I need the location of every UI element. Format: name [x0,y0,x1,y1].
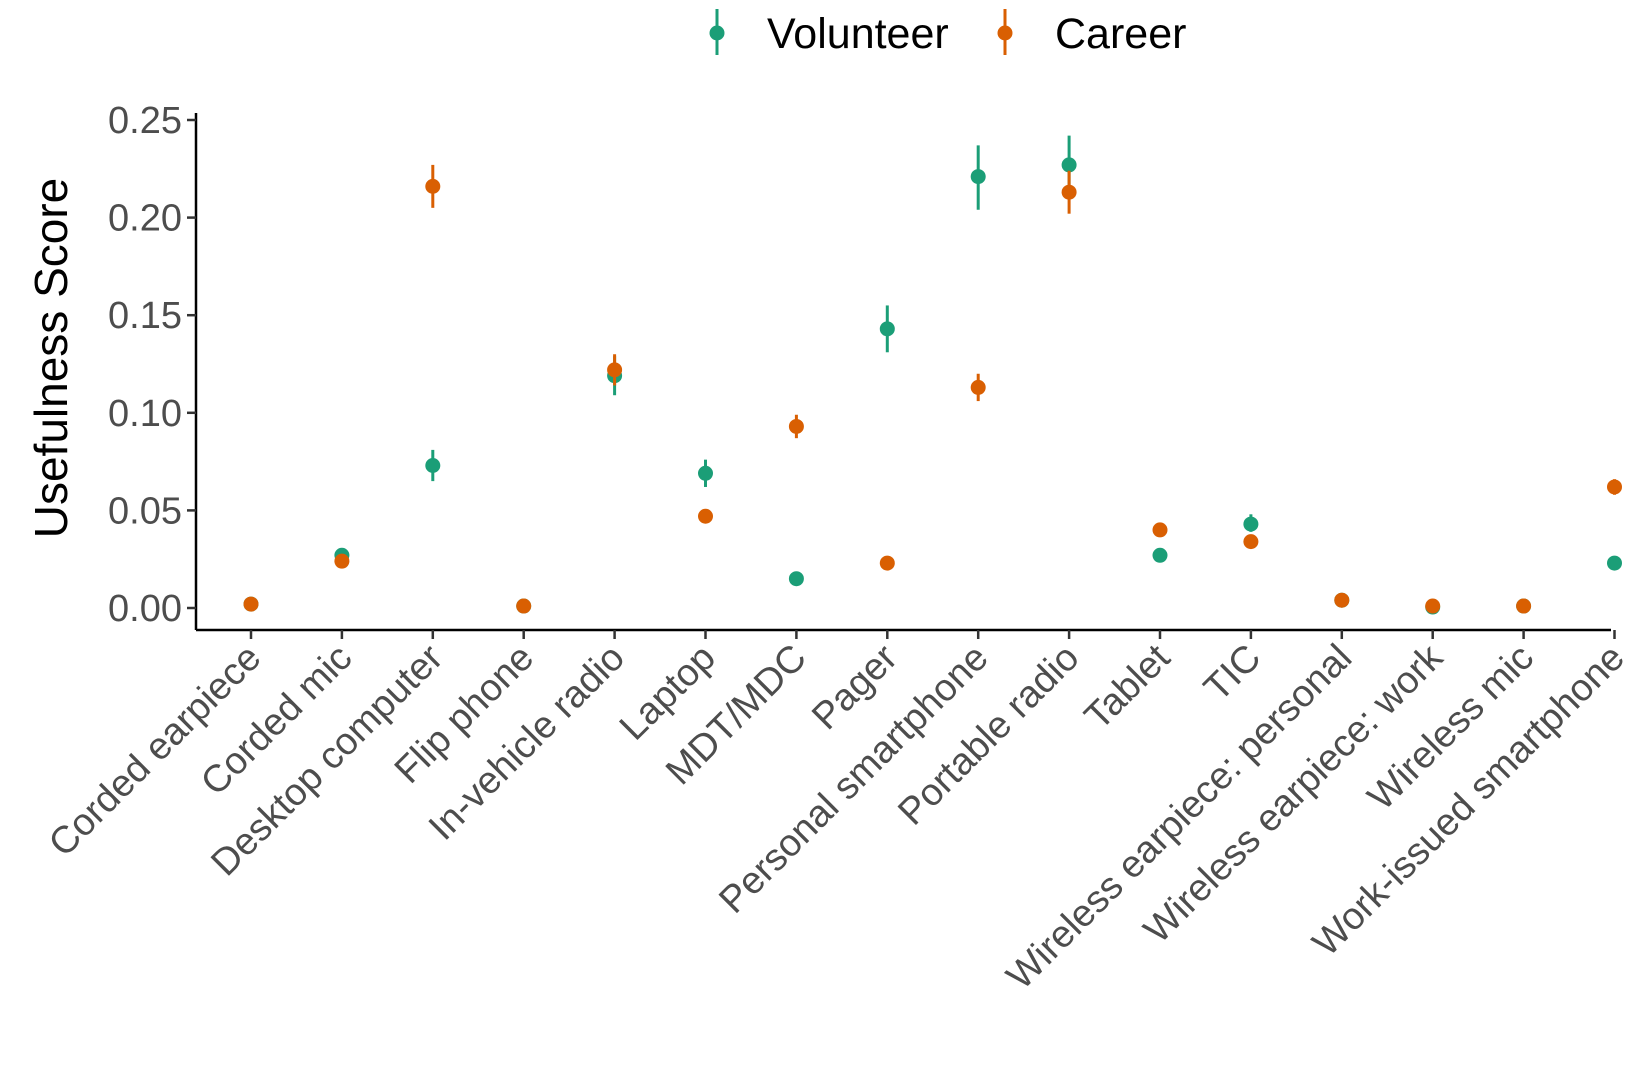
data-point [1607,555,1622,571]
data-point [1061,184,1077,200]
data-point [1516,598,1532,614]
legend: Volunteer Career [709,9,1186,58]
data-point [788,418,804,434]
data-point [879,555,895,571]
data-point [1425,598,1441,614]
y-tick-label: 0.05 [108,490,182,532]
data-point [1152,547,1168,563]
data-point [1607,479,1622,495]
data-point [607,362,623,378]
legend-label: Volunteer [767,10,949,58]
data-point [970,169,986,185]
x-tick-label: Tablet [1077,636,1179,738]
data-point [1243,534,1259,550]
data-point [879,321,895,337]
data-point [1334,592,1350,608]
legend-item-volunteer: Volunteer [709,9,949,58]
y-tick-label: 0.20 [108,198,182,240]
y-axis-title: Usefulness Score [25,178,77,539]
data-point [788,571,804,587]
data-point [698,508,713,524]
y-tick-label: 0.10 [108,393,182,435]
data-point [243,596,259,612]
data-point [516,598,532,614]
y-tick-label: 0.25 [108,100,182,142]
series-career [243,164,1622,614]
legend-key-point [997,25,1013,41]
y-tick-label: 0.15 [108,295,182,337]
legend-key-point [709,25,725,41]
data-point [1061,157,1077,173]
legend-label: Career [1055,10,1186,58]
data-point [425,458,441,474]
data-point [1152,522,1168,538]
data-point [334,553,350,569]
y-tick-label: 0.00 [108,588,182,630]
series-volunteer [243,135,1622,615]
data-point [698,465,713,481]
data-point [1243,516,1259,532]
data-point [970,379,986,395]
legend-item-career: Career [997,9,1186,58]
x-tick-label: TIC [1196,637,1269,710]
data-point [425,178,441,194]
